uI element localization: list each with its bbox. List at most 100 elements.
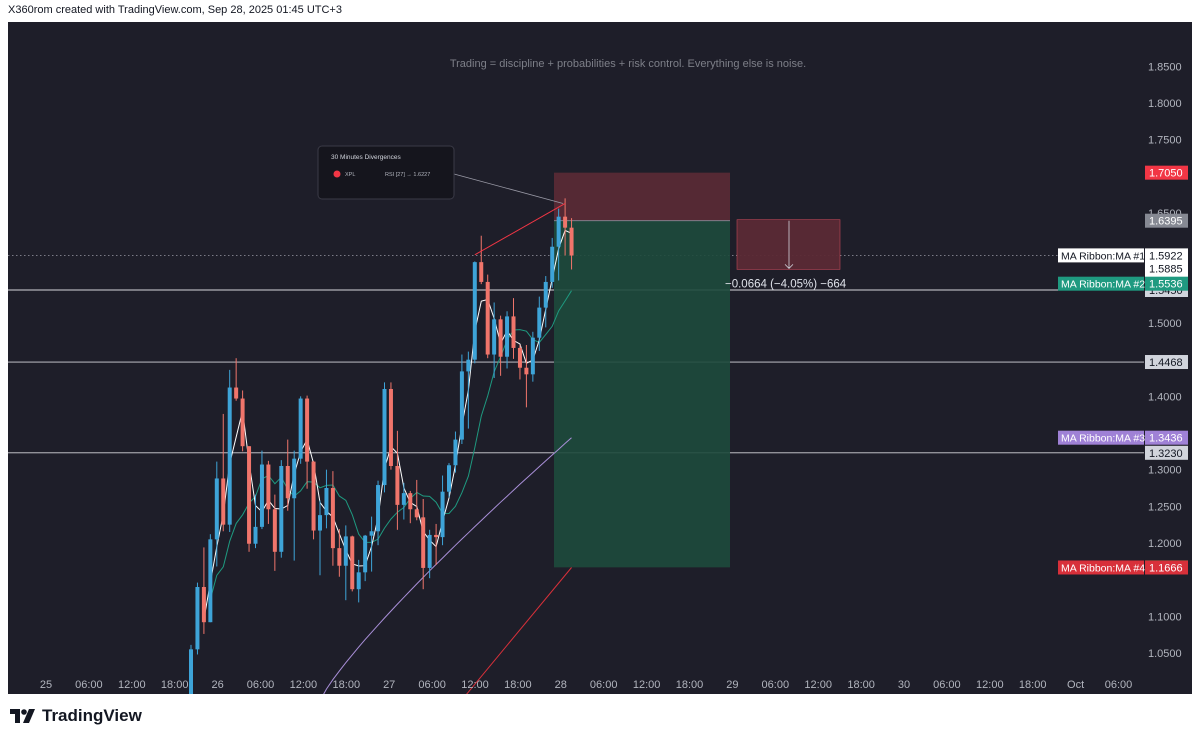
price-axis-label-bg	[1145, 355, 1188, 370]
ma2-line	[209, 290, 572, 600]
drawings: 30 Minutes Divergences XPL RSI [27] → 1.62…	[317, 145, 847, 290]
candle-body	[214, 478, 219, 540]
ma-value-label-bg	[1145, 560, 1188, 575]
candle-body	[337, 548, 342, 566]
x-axis-tick: 12:00	[118, 679, 146, 691]
ma-name-label: MA Ribbon:MA #4	[1061, 562, 1145, 574]
candle-body	[401, 493, 406, 505]
x-axis-tick: 06:00	[75, 679, 103, 691]
y-axis-tick: 1.0500	[1148, 648, 1182, 660]
ma-value-label: 1.1666	[1149, 562, 1183, 574]
x-axis-tick: 12:00	[804, 679, 832, 691]
candle-body	[240, 398, 245, 447]
x-axis-tick: 12:00	[461, 679, 489, 691]
candles	[189, 198, 574, 694]
candle-body	[479, 262, 484, 282]
divergence-tooltip-detail: RSI [27] → 1.6227	[385, 172, 430, 178]
price-axis-label: 1.6395	[1149, 216, 1183, 228]
tradingview-logo[interactable]: TradingView	[10, 706, 142, 726]
x-axis-tick: 18:00	[676, 679, 704, 691]
ma-name-label-bg	[1058, 276, 1144, 291]
bearish-divergence-line	[474, 203, 566, 256]
candle-body	[311, 461, 316, 531]
candle-body	[421, 517, 426, 568]
candle-body	[279, 466, 284, 552]
candle-body	[292, 458, 297, 499]
price-chart[interactable]: 30 Minutes Divergences XPL RSI [27] → 1.62…	[8, 22, 1192, 694]
x-axis-tick: 12:00	[633, 679, 661, 691]
candle-body	[537, 307, 542, 338]
candle-body	[189, 649, 193, 694]
measure-label: −0.0664 (−4.05%) −664	[725, 278, 847, 290]
x-axis-tick: 18:00	[333, 679, 361, 691]
price-labels: 1.70501.63951.54501.44681.32301.16681.59…	[1058, 165, 1188, 575]
chart-attribution: X360rom created with TradingView.com, Se…	[8, 4, 342, 16]
candle-body	[285, 466, 290, 499]
candle-body	[382, 389, 387, 486]
ma3-line	[323, 437, 572, 694]
y-axis-tick: 1.8500	[1148, 61, 1182, 73]
x-axis-tick: 12:00	[290, 679, 318, 691]
price-axis-label: 1.4468	[1149, 357, 1183, 369]
x-axis-tick: 06:00	[590, 679, 618, 691]
candle-body	[195, 587, 200, 650]
divergence-tooltip-title: 30 Minutes Divergences	[331, 154, 401, 161]
ma-name-label: MA Ribbon:MA #1	[1061, 250, 1145, 262]
price-axis-label: 1.7050	[1149, 168, 1183, 180]
y-axis-tick: 1.2000	[1148, 538, 1182, 550]
candle-body	[498, 319, 503, 357]
candle-body	[253, 526, 258, 544]
tradingview-logo-icon	[10, 708, 36, 724]
last-price-secondary: 1.5885	[1149, 263, 1183, 275]
axes: 1.85001.80001.75001.65001.50001.40001.30…	[40, 61, 1182, 691]
candle-body	[395, 466, 400, 505]
x-axis-tick: 18:00	[847, 679, 875, 691]
x-axis-tick: Oct	[1067, 679, 1084, 691]
candle-body	[543, 281, 548, 308]
tooltip-connector	[453, 173, 564, 204]
ma-name-label: MA Ribbon:MA #3	[1061, 433, 1145, 445]
candle-body	[466, 359, 471, 372]
price-axis-label: 1.3230	[1149, 448, 1183, 460]
candle-body	[556, 216, 561, 247]
candle-body	[485, 281, 490, 355]
candle-body	[376, 485, 381, 532]
candle-body	[247, 446, 252, 544]
moving-averages	[203, 229, 572, 694]
measure-arrow-head	[784, 264, 794, 269]
candle-body	[227, 387, 232, 525]
x-axis-tick: 18:00	[504, 679, 532, 691]
x-axis-tick: 29	[726, 679, 738, 691]
ma-value-label-bg	[1145, 430, 1188, 445]
candle-body	[343, 536, 348, 566]
x-axis-tick: 06:00	[418, 679, 446, 691]
y-axis-tick: 1.4000	[1148, 391, 1182, 403]
x-axis-tick: 25	[40, 679, 52, 691]
ma-name-label: MA Ribbon:MA #2	[1061, 279, 1145, 291]
chart-panel[interactable]: 30 Minutes Divergences XPL RSI [27] → 1.62…	[8, 22, 1192, 694]
y-axis-tick: 1.2500	[1148, 501, 1182, 513]
y-axis-tick: 1.3000	[1148, 465, 1182, 477]
price-axis-label-bg	[1145, 445, 1188, 460]
candle-body	[201, 587, 206, 623]
ma-name-label-bg	[1058, 248, 1144, 263]
candle-body	[272, 509, 277, 552]
y-axis-tick: 1.1000	[1148, 611, 1182, 623]
bearish-divergence-icon	[333, 170, 341, 178]
x-axis-tick: 28	[555, 679, 567, 691]
x-axis-tick: 18:00	[1019, 679, 1047, 691]
candle-body	[530, 337, 535, 375]
candle-body	[524, 367, 529, 375]
candle-body	[266, 464, 271, 510]
x-axis-tick: 12:00	[976, 679, 1004, 691]
candle-body	[356, 572, 361, 590]
candle-body	[492, 319, 497, 355]
x-axis-tick: 18:00	[161, 679, 189, 691]
y-axis-tick: 1.7500	[1148, 135, 1182, 147]
ma-value-label: 1.3436	[1149, 433, 1183, 445]
candle-body	[447, 465, 451, 492]
candle-body	[453, 439, 458, 466]
divergence-tooltip-symbol: XPL	[345, 172, 355, 178]
candle-body	[234, 387, 239, 399]
x-axis-tick: 06:00	[762, 679, 790, 691]
